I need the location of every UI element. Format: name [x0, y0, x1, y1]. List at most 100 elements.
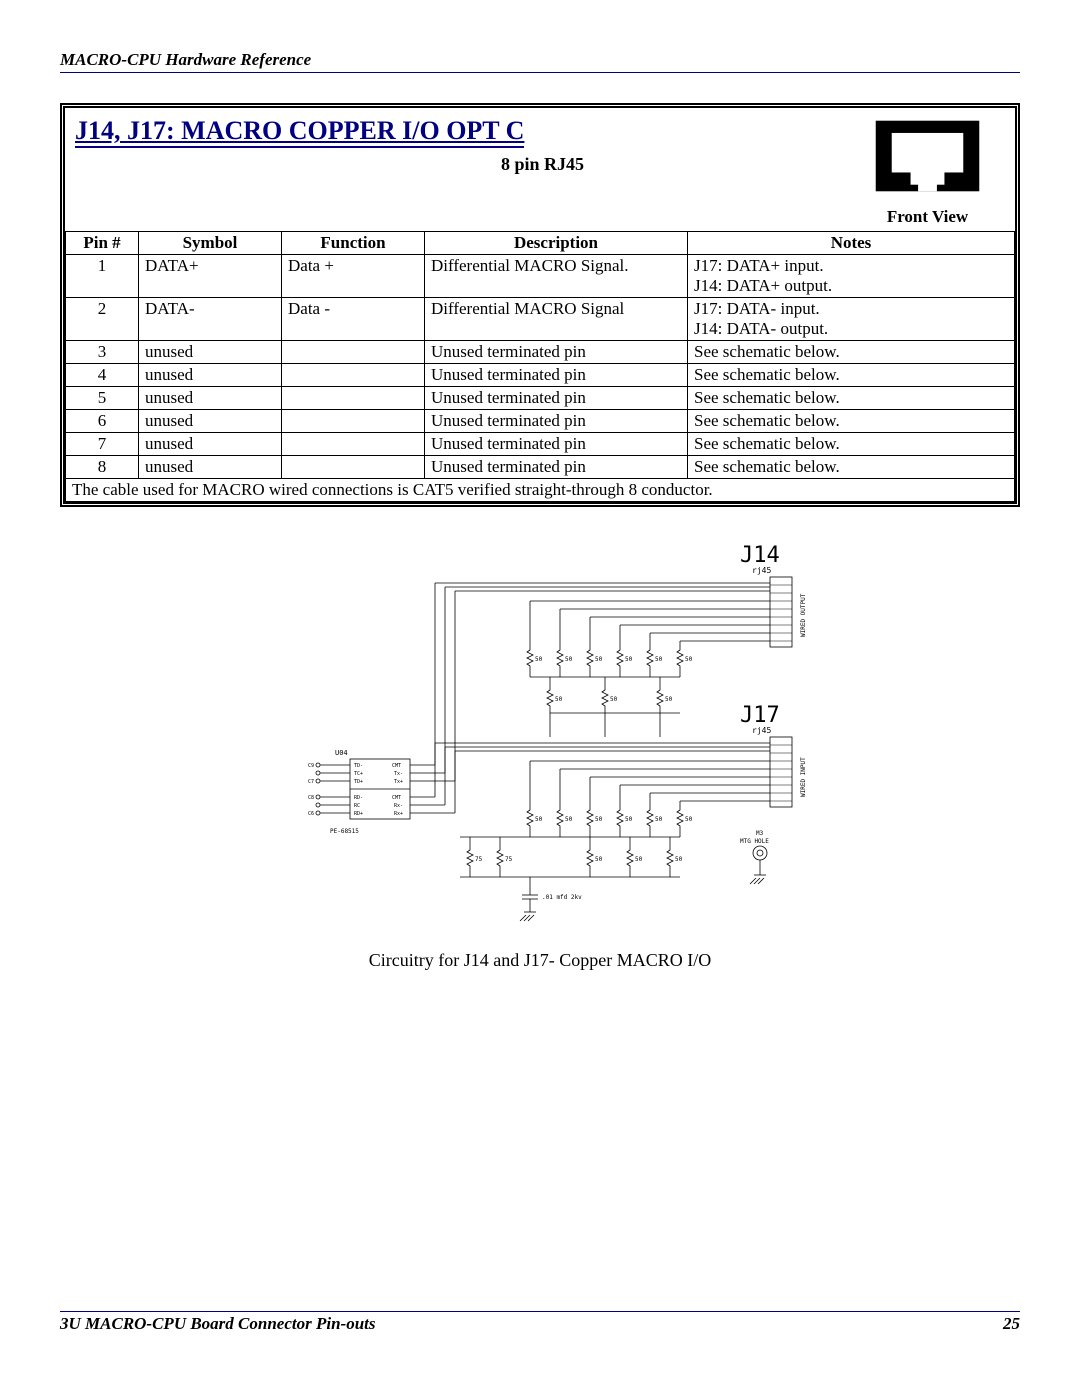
- table-cell: See schematic below.: [688, 364, 1015, 387]
- svg-text:50: 50: [625, 656, 633, 663]
- svg-text:RD-: RD-: [354, 795, 363, 801]
- table-cell: [282, 341, 425, 364]
- table-cell: Differential MACRO Signal.: [425, 255, 688, 298]
- table-cell: 8: [66, 456, 139, 479]
- svg-text:50: 50: [610, 696, 618, 703]
- table-cell: 6: [66, 410, 139, 433]
- svg-text:Tx+: Tx+: [394, 779, 403, 785]
- col-function: Function: [282, 232, 425, 255]
- table-cell: unused: [139, 341, 282, 364]
- svg-text:Rx+: Rx+: [394, 811, 403, 817]
- svg-text:50: 50: [535, 656, 543, 663]
- svg-text:50: 50: [655, 656, 663, 663]
- svg-text:C7: C7: [308, 779, 314, 785]
- svg-text:RD+: RD+: [354, 811, 363, 817]
- table-cell: Differential MACRO Signal: [425, 298, 688, 341]
- table-cell: Unused terminated pin: [425, 387, 688, 410]
- section-subtitle: 8 pin RJ45: [215, 154, 870, 175]
- footer-left: 3U MACRO-CPU Board Connector Pin-outs: [60, 1314, 376, 1334]
- svg-text:50: 50: [595, 856, 603, 863]
- table-cell: unused: [139, 364, 282, 387]
- table-row: 5unused Unused terminated pinSee schemati…: [66, 387, 1015, 410]
- table-cell: Data +: [282, 255, 425, 298]
- svg-text:CMT: CMT: [392, 763, 401, 769]
- table-cell: 3: [66, 341, 139, 364]
- j14-label: J14: [740, 543, 780, 568]
- rj45-icon: 1 8: [870, 116, 985, 196]
- svg-text:50: 50: [595, 656, 603, 663]
- table-cell: 4: [66, 364, 139, 387]
- table-cell: Unused terminated pin: [425, 410, 688, 433]
- table-cell: [282, 410, 425, 433]
- svg-text:Rx-: Rx-: [394, 803, 403, 809]
- svg-text:50: 50: [665, 696, 673, 703]
- svg-text:50: 50: [555, 696, 563, 703]
- chip-part: PE-68515: [330, 828, 359, 835]
- table-row: 7unused Unused terminated pinSee schemati…: [66, 433, 1015, 456]
- svg-text:50: 50: [535, 816, 543, 823]
- schematic-caption: Circuitry for J14 and J17- Copper MACRO …: [60, 950, 1020, 971]
- table-row: 2DATA-Data -Differential MACRO SignalJ17…: [66, 298, 1015, 341]
- svg-text:C9: C9: [308, 763, 314, 769]
- svg-text:RC: RC: [354, 803, 360, 809]
- svg-text:C8: C8: [308, 795, 314, 801]
- table-cell: J17: DATA+ input.J14: DATA+ output.: [688, 255, 1015, 298]
- mtg-label: MTG HOLE: [740, 838, 769, 845]
- connector-diagram: 1 8 Front View: [870, 116, 1005, 227]
- schematic-block: J14 rj45 WIRED OUTPUT J17 rj45 WIRED INP…: [60, 537, 1020, 971]
- table-cell: [282, 433, 425, 456]
- wired-input-label: WIRED INPUT: [800, 757, 807, 797]
- col-pin: Pin #: [66, 232, 139, 255]
- table-cell: DATA+: [139, 255, 282, 298]
- table-cell: DATA-: [139, 298, 282, 341]
- page-footer: 3U MACRO-CPU Board Connector Pin-outs 25: [60, 1311, 1020, 1334]
- table-cell: J17: DATA- input.J14: DATA- output.: [688, 298, 1015, 341]
- footer-right: 25: [1003, 1314, 1020, 1334]
- svg-text:50: 50: [655, 816, 663, 823]
- cap-label: .01 mfd 2kv: [542, 894, 582, 901]
- table-cell: unused: [139, 433, 282, 456]
- table-cell: 1: [66, 255, 139, 298]
- j17-rj45: rj45: [752, 726, 771, 735]
- table-header-row: Pin # Symbol Function Description Notes: [66, 232, 1015, 255]
- table-footnote-row: The cable used for MACRO wired connectio…: [66, 479, 1015, 502]
- table-cell: 2: [66, 298, 139, 341]
- table-cell: See schematic below.: [688, 456, 1015, 479]
- table-cell: [282, 387, 425, 410]
- table-row: 8unusedUnused terminated pinSee schemati…: [66, 456, 1015, 479]
- col-description: Description: [425, 232, 688, 255]
- table-row: 3unusedUnused terminated pinSee schemati…: [66, 341, 1015, 364]
- table-cell: unused: [139, 410, 282, 433]
- svg-text:50: 50: [635, 856, 643, 863]
- svg-text:50: 50: [675, 856, 683, 863]
- svg-text:C6: C6: [308, 811, 314, 817]
- connector-info-box: J14, J17: MACRO COPPER I/O OPT C 8 pin R…: [60, 103, 1020, 507]
- svg-text:CMT: CMT: [392, 795, 401, 801]
- title-left: J14, J17: MACRO COPPER I/O OPT C 8 pin R…: [75, 116, 870, 175]
- svg-text:50: 50: [685, 816, 693, 823]
- table-footnote: The cable used for MACRO wired connectio…: [66, 479, 1015, 502]
- svg-text:50: 50: [565, 656, 573, 663]
- header-text: MACRO-CPU Hardware Reference: [60, 50, 311, 69]
- table-row: 1DATA+Data +Differential MACRO Signal.J1…: [66, 255, 1015, 298]
- pin1-label: 1: [888, 150, 892, 160]
- table-cell: See schematic below.: [688, 433, 1015, 456]
- pin8-label: 8: [965, 150, 969, 160]
- table-cell: Unused terminated pin: [425, 341, 688, 364]
- svg-text:75: 75: [505, 856, 513, 863]
- section-title: J14, J17: MACRO COPPER I/O OPT C: [75, 116, 524, 148]
- table-cell: Unused terminated pin: [425, 433, 688, 456]
- table-cell: 7: [66, 433, 139, 456]
- svg-text:TD+: TD+: [354, 779, 363, 785]
- table-cell: See schematic below.: [688, 387, 1015, 410]
- page-header: MACRO-CPU Hardware Reference: [60, 50, 1020, 73]
- table-row: 4unusedUnused terminated pinSee schemati…: [66, 364, 1015, 387]
- wired-output-label: WIRED OUTPUT: [800, 593, 807, 637]
- table-cell: 5: [66, 387, 139, 410]
- table-cell: [282, 456, 425, 479]
- svg-text:75: 75: [475, 856, 483, 863]
- col-symbol: Symbol: [139, 232, 282, 255]
- table-cell: unused: [139, 387, 282, 410]
- svg-text:TC+: TC+: [354, 771, 363, 777]
- title-row: J14, J17: MACRO COPPER I/O OPT C 8 pin R…: [65, 108, 1015, 231]
